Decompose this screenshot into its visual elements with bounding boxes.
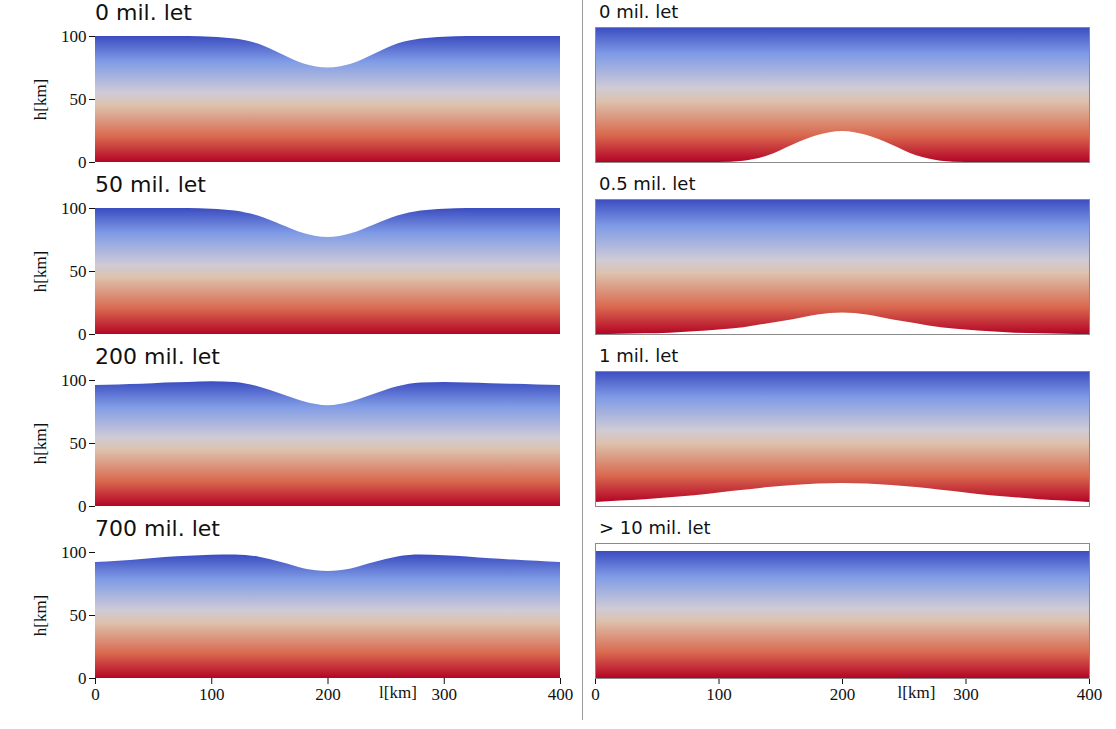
svg-text:h[km]: h[km] bbox=[31, 79, 50, 121]
svg-text:100: 100 bbox=[61, 27, 87, 46]
svg-text:0: 0 bbox=[91, 685, 100, 704]
svg-text:100: 100 bbox=[706, 685, 732, 704]
svg-text:100: 100 bbox=[61, 371, 87, 390]
svg-text:100: 100 bbox=[199, 685, 225, 704]
html-text:0.5 mil. let: 0.5 mil. let bbox=[599, 173, 696, 194]
svg-text:h[km]: h[km] bbox=[31, 595, 50, 637]
svg-text:50: 50 bbox=[70, 434, 87, 453]
html-text:200 mil. let: 200 mil. let bbox=[95, 344, 220, 369]
svg-text:100: 100 bbox=[61, 543, 87, 562]
html-text:0 mil. let: 0 mil. let bbox=[599, 1, 679, 22]
svg-text:h[km]: h[km] bbox=[31, 251, 50, 293]
html-text:50 mil. let: 50 mil. let bbox=[95, 172, 206, 197]
svg-text:100: 100 bbox=[61, 199, 87, 218]
svg-text:50: 50 bbox=[70, 262, 87, 281]
svg-text:200: 200 bbox=[315, 685, 341, 704]
html-text:700 mil. let: 700 mil. let bbox=[95, 516, 220, 541]
svg-text:200: 200 bbox=[830, 685, 856, 704]
html-text:> 10 mil. let: > 10 mil. let bbox=[599, 517, 711, 538]
svg-text:0: 0 bbox=[591, 685, 600, 704]
svg-text:0: 0 bbox=[78, 153, 87, 172]
svg-text:h[km]: h[km] bbox=[31, 423, 50, 465]
svg-text:50: 50 bbox=[70, 606, 87, 625]
svg-text:0: 0 bbox=[78, 497, 87, 516]
html-text:0 mil. let: 0 mil. let bbox=[95, 0, 192, 25]
svg-text:l[km]: l[km] bbox=[898, 683, 936, 702]
svg-text:400: 400 bbox=[548, 685, 574, 704]
html-text:1 mil. let: 1 mil. let bbox=[599, 345, 679, 366]
svg-text:400: 400 bbox=[1077, 685, 1103, 704]
svg-text:50: 50 bbox=[70, 90, 87, 109]
svg-text:0: 0 bbox=[78, 325, 87, 344]
svg-text:300: 300 bbox=[432, 685, 458, 704]
svg-text:300: 300 bbox=[953, 685, 979, 704]
svg-text:0: 0 bbox=[78, 669, 87, 688]
svg-text:l[km]: l[km] bbox=[379, 683, 417, 702]
